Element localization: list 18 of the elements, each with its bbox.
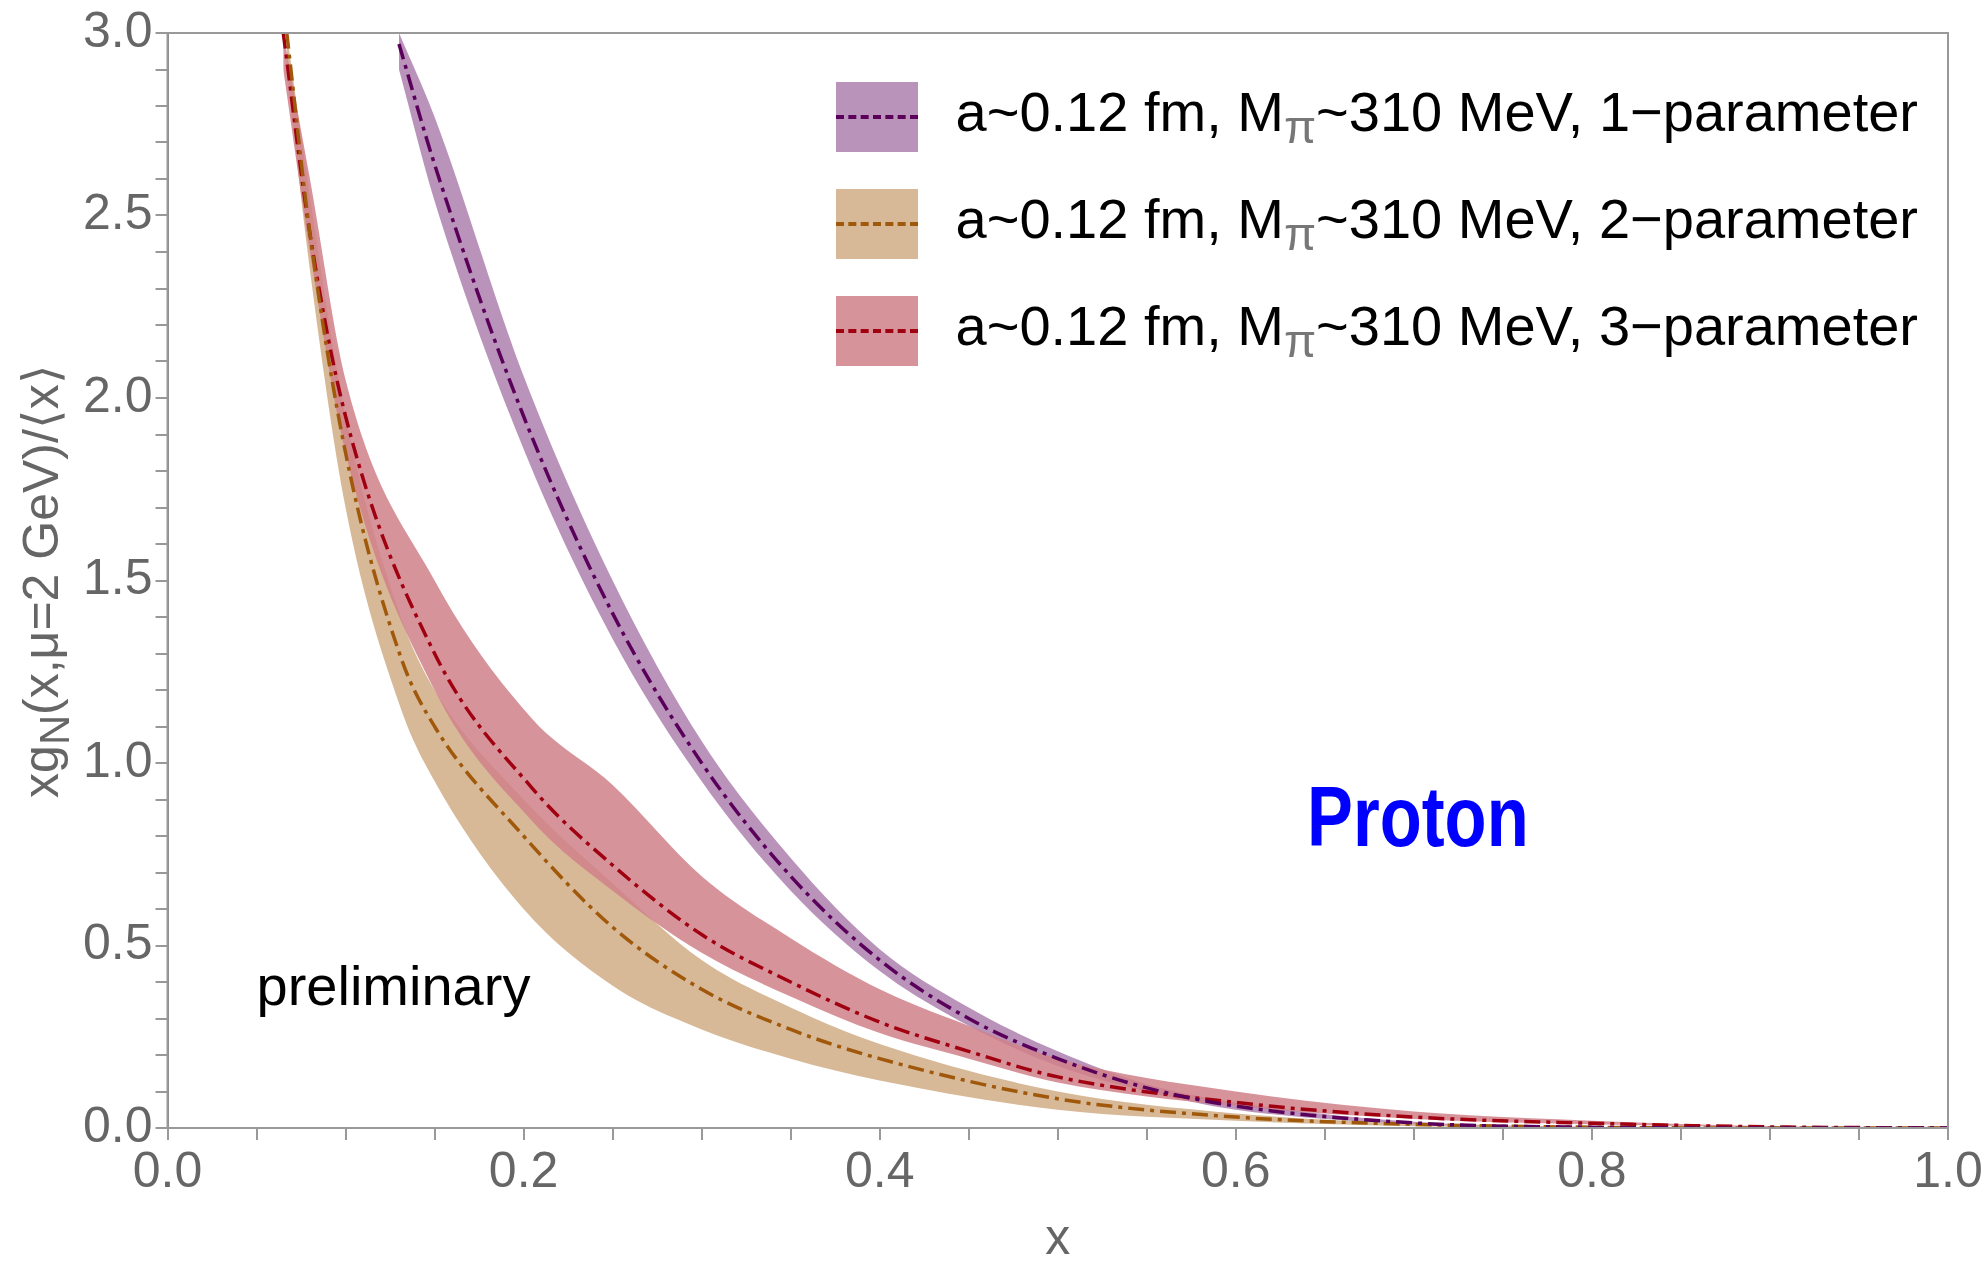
x-axis-title: x — [1045, 1208, 1071, 1265]
y-tick-label: 1.5 — [82, 549, 153, 606]
y-tick-label: 0.5 — [82, 914, 153, 971]
annotation: preliminary — [256, 952, 531, 1018]
annotation: Proton — [1307, 766, 1529, 866]
x-tick-label: 0.0 — [132, 1141, 203, 1198]
legend-label: a~0.12 fm, M$_{π}$~310 MeV, 3−parameter — [955, 292, 1918, 369]
x-tick-label: 0.4 — [844, 1141, 915, 1198]
legend-label: a~0.12 fm, M$_{π}$~310 MeV, 2−parameter — [955, 185, 1918, 262]
y-tick-label: 3.0 — [82, 1, 153, 58]
x-tick-label: 0.6 — [1201, 1141, 1271, 1198]
x-tick-label: 0.8 — [1557, 1141, 1627, 1198]
x-tick-label: 1.0 — [1913, 1141, 1983, 1198]
x-tick-label: 0.2 — [488, 1141, 559, 1198]
y-tick-label: 1.0 — [82, 731, 153, 788]
y-tick-label: 2.5 — [82, 184, 153, 241]
legend-label: a~0.12 fm, M$_{π}$~310 MeV, 1−parameter — [955, 78, 1918, 155]
y-tick-label: 2.0 — [82, 366, 153, 423]
